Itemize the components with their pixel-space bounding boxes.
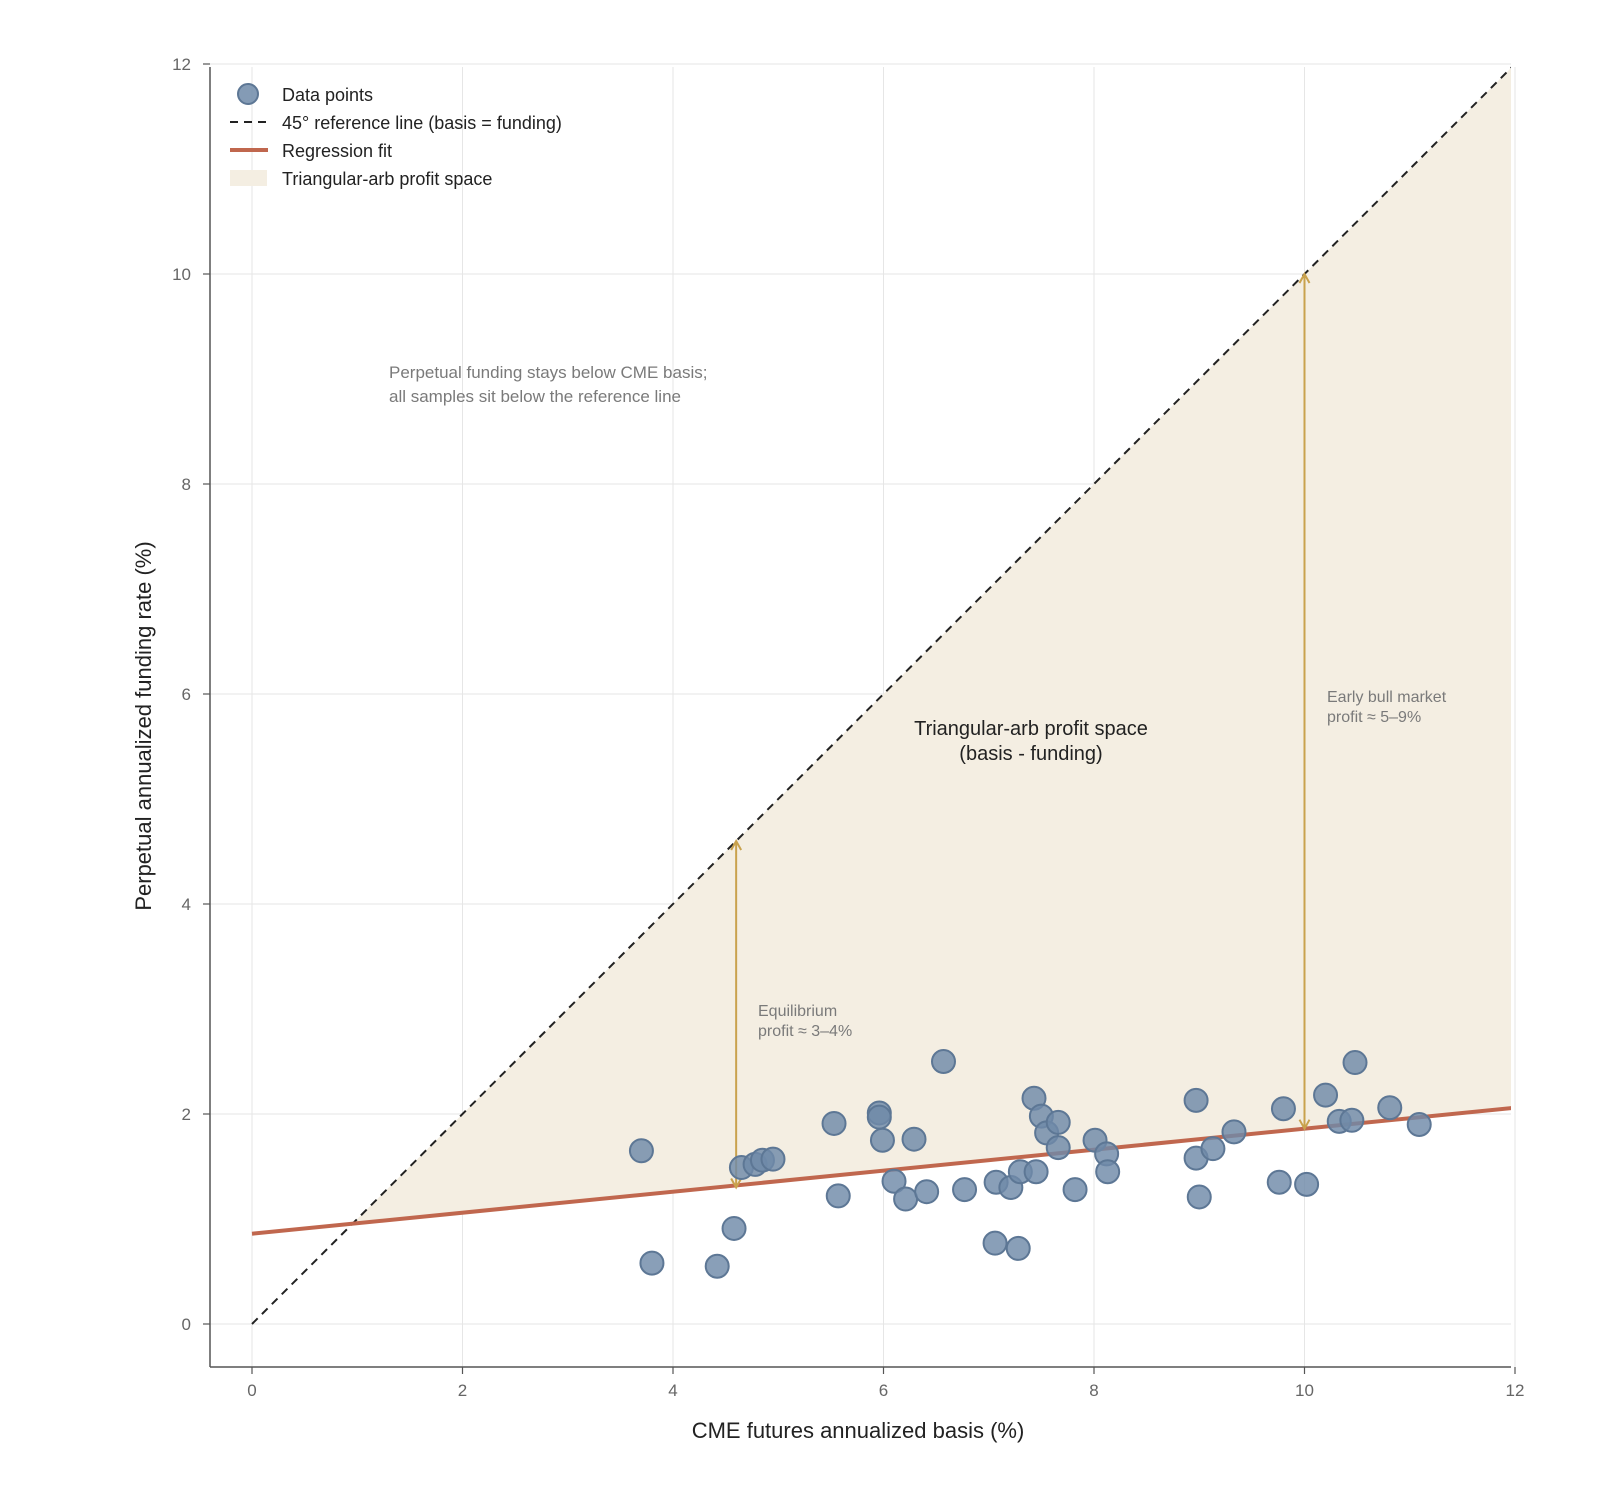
- y-tick-label: 6: [182, 685, 191, 704]
- data-point: [1045, 1109, 1071, 1135]
- legend-label-reference: 45° reference line (basis = funding): [282, 113, 562, 133]
- legend: Data points 45° reference line (basis = …: [230, 83, 562, 189]
- data-point: [1062, 1177, 1088, 1203]
- x-axis-label: CME futures annualized basis (%): [692, 1418, 1025, 1443]
- data-point: [1377, 1095, 1403, 1121]
- data-point: [760, 1146, 786, 1172]
- data-point: [866, 1104, 892, 1130]
- data-point: [1183, 1087, 1209, 1113]
- arrow-head-top-2: [1298, 271, 1311, 284]
- y-tick-label: 0: [182, 1315, 191, 1334]
- data-point: [821, 1110, 847, 1136]
- y-axis-label: Perpetual annualized funding rate (%): [131, 541, 156, 910]
- arrow-head-top-1: [730, 838, 743, 851]
- legend-label-fill: Triangular-arb profit space: [282, 169, 492, 189]
- data-point: [1186, 1184, 1212, 1210]
- data-point: [914, 1179, 940, 1205]
- data-point: [881, 1168, 907, 1194]
- data-point: [1294, 1171, 1320, 1197]
- data-point: [901, 1126, 927, 1152]
- top-note-line-1: Perpetual funding stays below CME basis;: [389, 363, 707, 382]
- legend-fill-marker: [230, 170, 267, 186]
- data-point: [1406, 1112, 1432, 1137]
- profit-space-label-line-2: (basis - funding): [959, 743, 1102, 765]
- data-point: [1045, 1135, 1071, 1161]
- data-point: [1339, 1107, 1365, 1133]
- data-point: [1313, 1082, 1339, 1108]
- data-point: [639, 1250, 665, 1276]
- x-tick-label: 6: [879, 1381, 888, 1400]
- y-tick-label: 12: [172, 55, 191, 74]
- equilibrium-note-line-1: Equilibrium: [758, 1003, 837, 1020]
- legend-label-points: Data points: [282, 85, 373, 105]
- data-point: [893, 1186, 919, 1212]
- data-point: [1342, 1050, 1368, 1076]
- data-point: [1023, 1159, 1049, 1185]
- x-tick-label: 12: [1506, 1381, 1525, 1400]
- data-point: [982, 1230, 1008, 1256]
- bull-note-line-2: profit ≈ 5–9%: [1327, 709, 1421, 726]
- legend-label-regression: Regression fit: [282, 141, 392, 161]
- profit-arrows: [730, 271, 1311, 1190]
- data-point: [1095, 1159, 1121, 1185]
- data-point: [628, 1138, 654, 1164]
- data-point: [825, 1183, 851, 1209]
- data-point: [1221, 1119, 1247, 1145]
- equilibrium-note-line-2: profit ≈ 3–4%: [758, 1023, 852, 1040]
- y-tick-label: 8: [182, 475, 191, 494]
- data-point: [952, 1177, 978, 1203]
- profit-space-label-line-1: Triangular-arb profit space: [914, 718, 1148, 740]
- y-tick-label: 2: [182, 1105, 191, 1124]
- data-point: [704, 1253, 730, 1279]
- x-tick-label: 0: [247, 1381, 256, 1400]
- x-tick-label: 10: [1295, 1381, 1314, 1400]
- y-tick-label: 4: [182, 895, 191, 914]
- data-point: [930, 1049, 956, 1074]
- data-point: [1270, 1096, 1296, 1122]
- data-point: [1266, 1169, 1292, 1195]
- axes: [209, 67, 1511, 1368]
- data-points: [628, 1049, 1432, 1279]
- arrow-head-bottom-1: [730, 1178, 743, 1190]
- legend-point-marker: [237, 83, 259, 105]
- y-tick-label: 10: [172, 265, 191, 284]
- x-tick-label: 4: [668, 1381, 677, 1400]
- data-point: [1200, 1136, 1226, 1162]
- data-point: [869, 1127, 895, 1153]
- x-ticks: 0 2 4 6 8 10 12: [247, 1367, 1524, 1400]
- bull-note-line-1: Early bull market: [1327, 689, 1447, 706]
- arrow-head-bottom-2: [1298, 1119, 1311, 1131]
- x-tick-label: 2: [458, 1381, 467, 1400]
- y-ticks: 0 2 4 6 8 10 12: [172, 55, 210, 1334]
- data-point: [1005, 1235, 1031, 1261]
- data-point: [721, 1215, 747, 1241]
- top-note-line-2: all samples sit below the reference line: [389, 387, 681, 406]
- x-tick-label: 8: [1089, 1381, 1098, 1400]
